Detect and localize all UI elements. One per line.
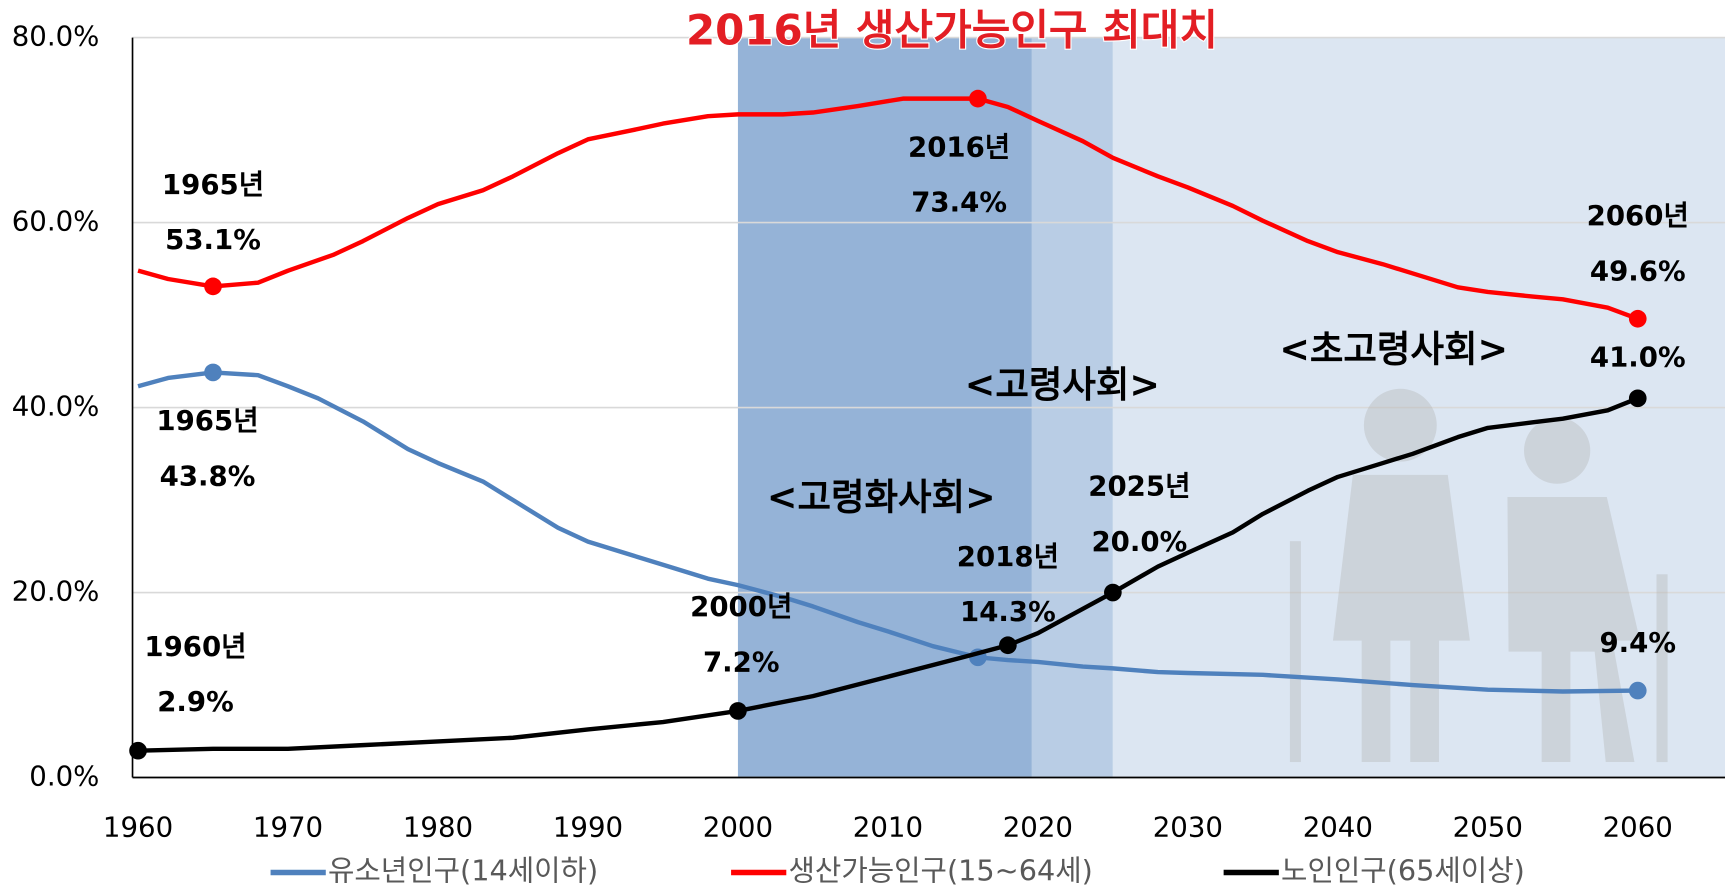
- icon-body: [1332, 474, 1470, 763]
- y-tick-label: 0.0%: [29, 760, 99, 793]
- x-tick-label: 2060: [1603, 810, 1673, 843]
- icon-body: [1507, 497, 1640, 763]
- x-tick-label: 2040: [1303, 810, 1373, 843]
- legend-label: 생산가능인구(15~64세): [789, 853, 1093, 887]
- point-marker: [204, 363, 222, 382]
- icon-head: [1363, 388, 1437, 462]
- y-tick-label: 40.0%: [12, 390, 100, 423]
- point-value-label: 14.3%: [960, 595, 1056, 628]
- point-value-label: 9.4%: [1599, 626, 1676, 659]
- point-value-label: 41.0%: [1590, 341, 1686, 374]
- point-marker: [1628, 681, 1647, 700]
- icon-cane: [1656, 574, 1668, 763]
- icon-head: [1524, 417, 1591, 484]
- point-marker: [129, 741, 147, 760]
- x-tick-label: 2010: [853, 810, 923, 843]
- point-value-label: 2.9%: [157, 685, 234, 718]
- x-tick-label: 1980: [403, 810, 473, 843]
- legend-label: 노인인구(65세이상): [1281, 853, 1525, 887]
- point-marker: [204, 277, 222, 296]
- point-year-label: 1965년: [162, 168, 264, 201]
- icon-cane: [1289, 541, 1301, 763]
- point-marker: [1628, 389, 1647, 408]
- point-year-label: 1960년: [144, 630, 246, 663]
- point-year-label: 2060년: [1587, 199, 1689, 232]
- point-value-label: 7.2%: [703, 645, 780, 678]
- series-line: [137, 370, 1638, 694]
- y-tick-label: 60.0%: [12, 205, 100, 238]
- x-tick-label: 2050: [1453, 810, 1523, 843]
- point-marker: [999, 636, 1017, 655]
- x-tick-label: 1960: [103, 810, 173, 843]
- x-tick-label: 2030: [1153, 810, 1223, 843]
- point-marker: [1104, 583, 1122, 602]
- plot-layer: 0.0% 20.0% 40.0% 60.0% 80.0% 1960 1970 1980 1990…: [12, 20, 1725, 887]
- region-label: <고령사회>: [965, 363, 1160, 406]
- series-line: [137, 96, 1639, 321]
- point-marker: [969, 89, 987, 108]
- point-year-label: 2000년: [690, 590, 792, 623]
- point-year-label: 1965년: [156, 404, 258, 437]
- point-value-label: 73.4%: [911, 186, 1007, 219]
- region-label: <초고령사회>: [1279, 328, 1508, 371]
- x-tick-label: 1990: [553, 810, 623, 843]
- background-layer: [132, 36, 1725, 779]
- point-marker: [729, 702, 747, 720]
- y-tick-label: 80.0%: [12, 20, 100, 53]
- y-tick-label: 20.0%: [12, 575, 100, 608]
- point-value-label: 20.0%: [1091, 525, 1187, 558]
- x-tick-label: 1970: [253, 810, 323, 843]
- x-tick-label: 2020: [1003, 810, 1073, 843]
- point-value-label: 49.6%: [1590, 254, 1686, 287]
- chart-title: 2016년 생산가능인구 최대치: [686, 6, 1218, 55]
- point-year-label: 2018년: [957, 540, 1059, 573]
- point-year-label: 2025년: [1088, 470, 1190, 503]
- point-value-label: 53.1%: [165, 223, 261, 256]
- point-marker: [1628, 309, 1647, 328]
- x-tick-label: 2000: [703, 810, 773, 843]
- elderly-icon: [1289, 388, 1668, 763]
- point-value-label: 43.8%: [160, 459, 256, 492]
- region-label: <고령화사회>: [767, 476, 996, 519]
- legend-label: 유소년인구(14세이하): [328, 853, 598, 887]
- point-year-label: 2016년: [908, 130, 1010, 163]
